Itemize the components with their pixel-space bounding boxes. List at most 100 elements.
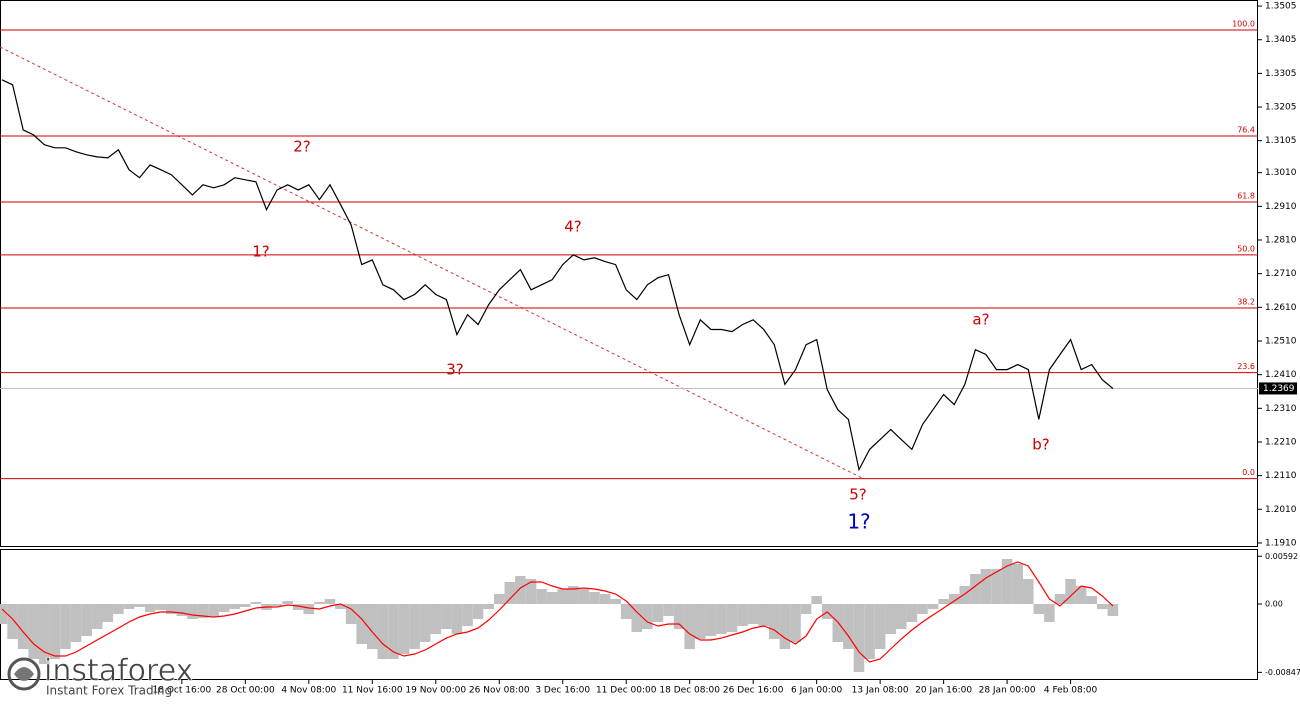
histogram-bar bbox=[705, 604, 717, 637]
x-tick-label: 11 Dec 00:00 bbox=[596, 686, 657, 696]
histogram-bar bbox=[896, 604, 907, 630]
y-tick-label: 1.2410 bbox=[1265, 370, 1297, 380]
histogram-bar bbox=[726, 604, 738, 633]
y-tick-label: 1.2710 bbox=[1265, 269, 1297, 279]
histogram-bar bbox=[631, 604, 643, 633]
histogram-bar bbox=[165, 604, 177, 615]
wave-label: 3? bbox=[446, 361, 464, 379]
y-tick-label: 1.2210 bbox=[1265, 437, 1297, 447]
y-tick-label: 1.2110 bbox=[1265, 471, 1297, 481]
histogram-bar bbox=[0, 604, 8, 625]
histogram-bar bbox=[367, 604, 378, 650]
histogram-bar bbox=[790, 604, 801, 643]
histogram-bar bbox=[462, 604, 473, 627]
histogram-bar bbox=[483, 604, 494, 610]
histogram-bar bbox=[60, 604, 71, 650]
histogram-bar bbox=[1012, 564, 1023, 605]
histogram-bar bbox=[356, 604, 367, 645]
histogram-bar bbox=[91, 604, 103, 630]
histogram-bar bbox=[536, 589, 547, 605]
histogram-bar bbox=[1001, 559, 1013, 605]
histogram-bar bbox=[472, 604, 484, 620]
histogram-bar bbox=[144, 604, 156, 612]
last-price-box bbox=[1259, 382, 1297, 395]
histogram-bar bbox=[642, 604, 653, 630]
x-tick-label: 6 Jan 00:00 bbox=[791, 686, 843, 696]
histogram-bar bbox=[568, 586, 579, 605]
histogram-bar bbox=[1097, 604, 1108, 610]
histogram-bar bbox=[747, 604, 759, 625]
histogram-bar bbox=[229, 604, 241, 610]
histogram-bar bbox=[652, 604, 664, 623]
logo-icon bbox=[7, 657, 41, 691]
histogram-bar bbox=[769, 604, 780, 640]
histogram-bar bbox=[176, 604, 188, 617]
histogram-bar bbox=[419, 604, 431, 643]
fib-label: 0.0 bbox=[1242, 468, 1255, 477]
histogram-bar bbox=[7, 604, 18, 640]
histogram-bar bbox=[843, 604, 854, 650]
histogram-bar bbox=[504, 581, 516, 605]
histogram-bar bbox=[303, 604, 315, 615]
histogram-bar bbox=[557, 589, 569, 605]
x-tick-label: 11 Nov 16:00 bbox=[342, 686, 403, 696]
x-tick-label: 28 Jan 00:00 bbox=[979, 686, 1036, 696]
histogram-bar bbox=[663, 604, 674, 617]
histogram-bar bbox=[314, 601, 325, 605]
histogram-bar bbox=[970, 574, 981, 605]
y-tick-label: 1.2810 bbox=[1265, 236, 1297, 246]
y-tick-label: 1.2910 bbox=[1265, 202, 1297, 212]
fib-label: 38.2 bbox=[1237, 298, 1255, 307]
y-tick-label: 1.3405 bbox=[1265, 35, 1297, 45]
price-panel-frame bbox=[0, 0, 1258, 547]
y-tick-label: 1.1910 bbox=[1265, 538, 1297, 548]
histogram-bar bbox=[17, 604, 29, 650]
x-tick-label: 18 Dec 08:00 bbox=[659, 686, 720, 696]
watermark-brand: instaforex bbox=[44, 654, 193, 689]
histogram-bar bbox=[1022, 579, 1034, 605]
histogram-bar bbox=[589, 591, 600, 605]
x-tick-label: 4 Feb 08:00 bbox=[1044, 686, 1098, 696]
histogram-bar bbox=[1107, 604, 1119, 617]
histogram-bar bbox=[39, 604, 50, 665]
fib-label: 61.8 bbox=[1237, 191, 1255, 200]
histogram-bar bbox=[684, 604, 695, 650]
histogram-bar bbox=[113, 604, 124, 615]
y-tick-label: 0.00592 bbox=[1265, 552, 1298, 561]
histogram-bar bbox=[292, 604, 304, 610]
histogram-bar bbox=[208, 604, 219, 617]
price-line bbox=[1, 79, 1114, 472]
histogram-bar bbox=[927, 604, 939, 610]
y-tick-label: 1.3105 bbox=[1265, 136, 1297, 146]
histogram-bar bbox=[800, 604, 812, 615]
histogram-bar bbox=[197, 604, 209, 619]
histogram-bar bbox=[49, 604, 61, 660]
fib-label: 50.0 bbox=[1237, 244, 1255, 253]
histogram-bar bbox=[102, 604, 114, 623]
last-price-label: 1.2369 bbox=[1263, 384, 1295, 394]
histogram-bar bbox=[441, 604, 452, 630]
histogram-bar bbox=[758, 604, 770, 627]
wave-label: a? bbox=[972, 311, 989, 329]
histogram-bar bbox=[377, 604, 389, 660]
histogram-bar bbox=[335, 604, 346, 610]
y-tick-label: 1.2010 bbox=[1265, 505, 1297, 515]
histogram-bar bbox=[853, 604, 865, 673]
histogram-bar bbox=[155, 604, 166, 610]
histogram-bar bbox=[324, 599, 336, 605]
histogram-bar bbox=[599, 594, 611, 605]
wave-label: 5? bbox=[849, 486, 867, 504]
signal-line bbox=[1, 561, 1114, 663]
x-tick-label: 20 Jan 16:00 bbox=[915, 686, 972, 696]
histogram-bar bbox=[716, 604, 727, 635]
y-tick-label: 1.2510 bbox=[1265, 336, 1297, 346]
histogram-bar bbox=[874, 604, 886, 650]
histogram-bar bbox=[906, 604, 918, 623]
histogram-bar bbox=[1086, 596, 1098, 605]
y-tick-label: 0.00 bbox=[1265, 600, 1283, 609]
histogram-bar bbox=[345, 604, 357, 625]
histogram-bar bbox=[546, 591, 558, 605]
histogram-bar bbox=[398, 604, 410, 655]
